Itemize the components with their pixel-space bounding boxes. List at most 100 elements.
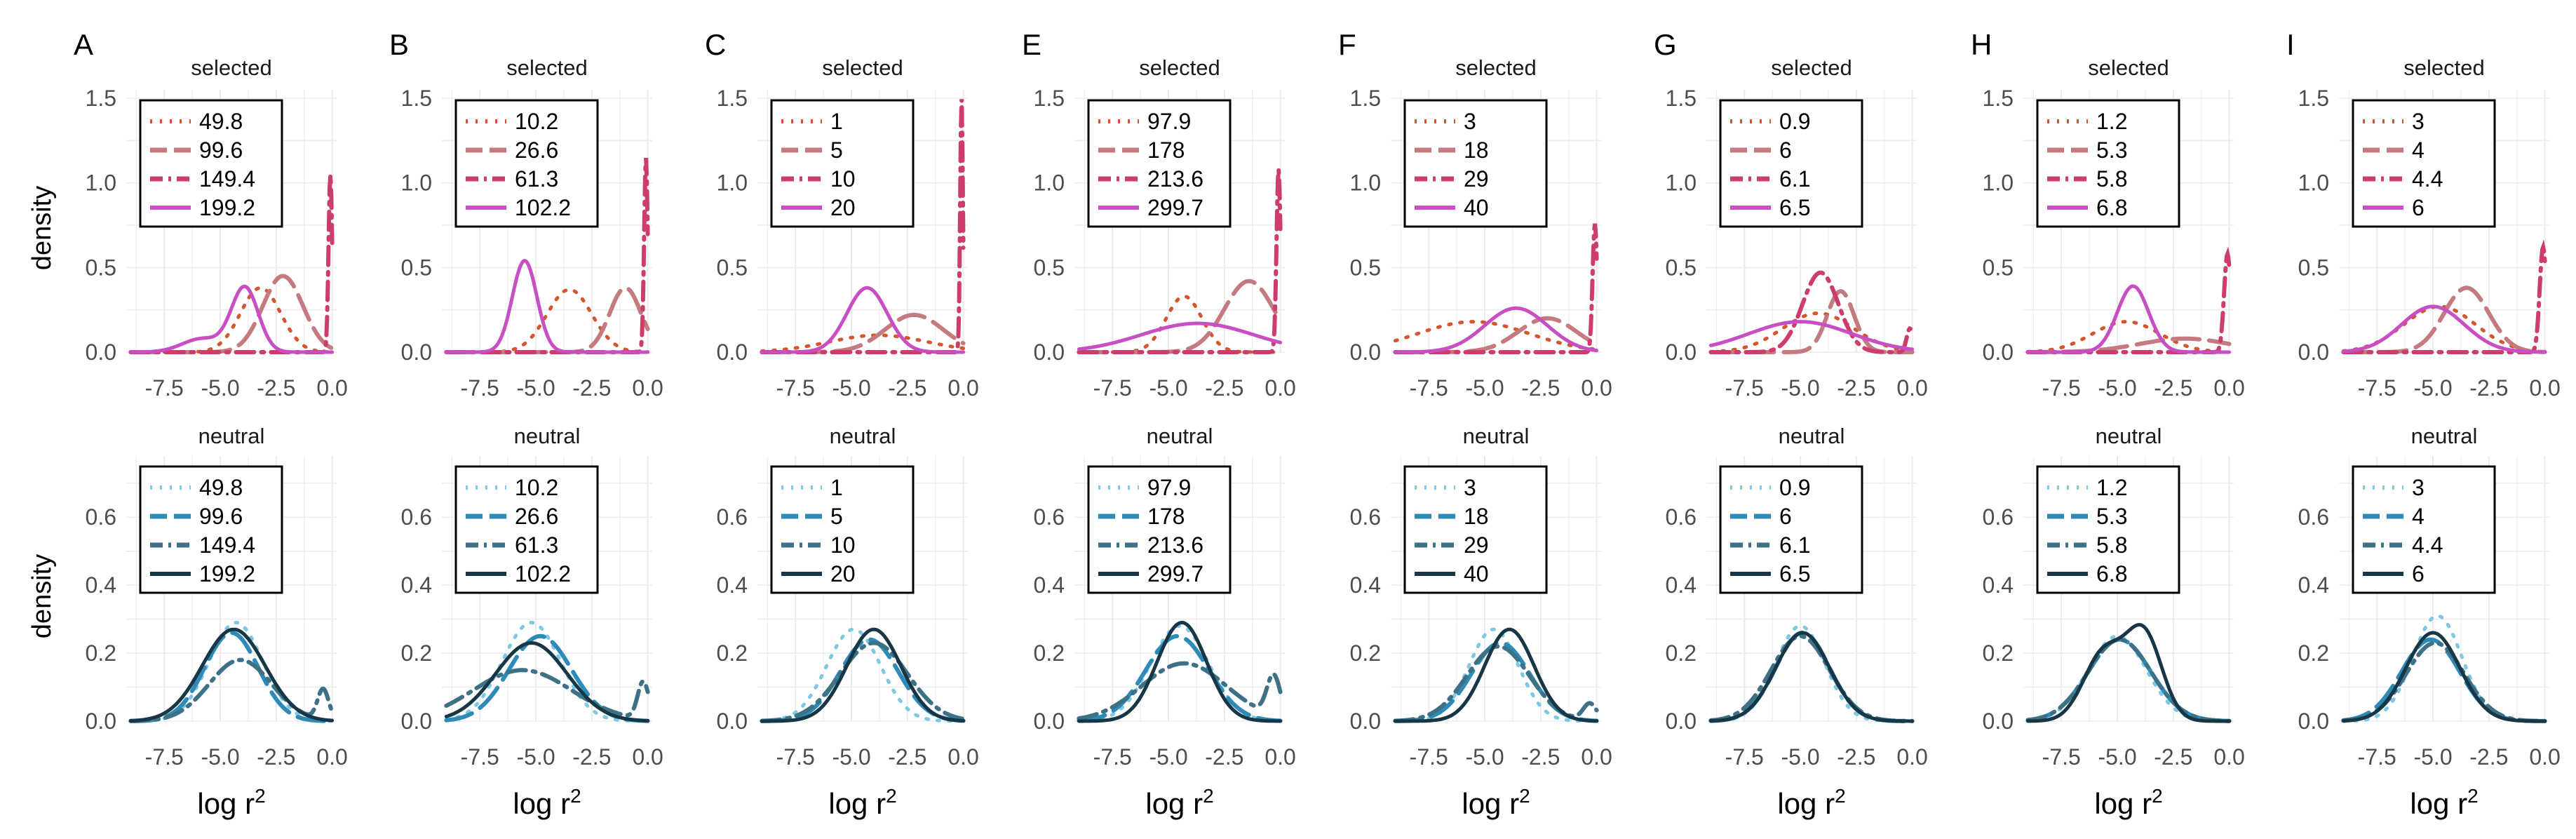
x-tick-label: -5.0 — [516, 744, 555, 770]
y-tick-label: 0.5 — [1034, 255, 1065, 280]
x-axis-title: log r2 — [2410, 785, 2478, 820]
density-curve-selected-2 — [1393, 316, 1599, 354]
x-tick-label: -7.5 — [461, 744, 499, 770]
x-tick-label: -7.5 — [776, 744, 815, 770]
legend-label: 0.9 — [1779, 475, 1810, 500]
x-tick-label: -7.5 — [2358, 744, 2396, 770]
y-tick-label: 0.4 — [717, 572, 748, 598]
density-curve-neutral-2 — [1077, 633, 1283, 723]
strip-title: neutral — [2411, 424, 2478, 448]
x-tick-label: -7.5 — [1725, 375, 1764, 401]
x-tick-label: -2.5 — [257, 375, 295, 401]
legend-label: 18 — [1464, 504, 1489, 529]
y-tick-label: 1.0 — [717, 170, 748, 196]
x-tick-label: -7.5 — [1093, 744, 1132, 770]
x-axis-title: log r2 — [2094, 785, 2162, 820]
x-tick-label: -5.0 — [201, 744, 239, 770]
density-curve-selected-2 — [128, 274, 335, 354]
legend-label: 1 — [830, 109, 843, 134]
x-tick-label: 0.0 — [632, 744, 663, 770]
legend-label: 10 — [830, 532, 856, 558]
y-tick-label: 0.0 — [1034, 709, 1065, 734]
density-curve-neutral-4 — [1077, 621, 1283, 723]
density-curve-selected-2 — [2341, 286, 2547, 354]
x-tick-label: 0.0 — [1265, 375, 1295, 401]
legend-box — [454, 465, 599, 594]
legend-label: 5 — [830, 504, 843, 529]
x-axis-title-superscript: 2 — [886, 785, 897, 807]
y-tick-label: 1.5 — [2298, 86, 2329, 111]
neutral-subplot: neutral 0.0 0.2 0.4 0.6 -7.5 -5.0 -2.5 0.0 1.2 5.3… — [1983, 424, 2245, 820]
x-axis-title: log r2 — [513, 785, 581, 820]
density-curve-selected-3 — [2341, 239, 2547, 354]
x-tick-label: -5.0 — [2098, 375, 2136, 401]
legend-label: 6 — [2412, 195, 2425, 220]
x-tick-label: 0.0 — [2529, 744, 2560, 770]
legend-label: 102.2 — [515, 561, 571, 586]
y-tick-label: 1.0 — [2298, 170, 2329, 196]
x-axis-title-superscript: 2 — [2152, 785, 2163, 807]
density-curve-neutral-3 — [1708, 633, 1915, 723]
density-curve-neutral-4 — [444, 640, 650, 723]
density-curve-selected-4 — [444, 259, 650, 354]
strip-title: selected — [191, 55, 271, 80]
x-tick-label: -5.0 — [516, 375, 555, 401]
x-tick-label: -7.5 — [776, 375, 815, 401]
legend-label: 4.4 — [2412, 532, 2443, 558]
legend-label: 6.5 — [1779, 195, 1810, 220]
x-axis-title-superscript: 2 — [255, 785, 266, 807]
x-tick-label: 0.0 — [948, 744, 978, 770]
density-curve-neutral-3 — [760, 640, 966, 723]
panel-letter: G — [1654, 28, 1677, 61]
x-tick-label: -2.5 — [572, 375, 611, 401]
legend-label: 6 — [2412, 561, 2425, 586]
panel-letter: A — [74, 28, 93, 61]
x-tick-label: -2.5 — [1205, 744, 1243, 770]
y-tick-label: 0.6 — [1350, 504, 1381, 530]
panel-letter: I — [2286, 28, 2295, 61]
y-tick-label: 0.6 — [1034, 504, 1065, 530]
selected-subplot: selected 0.0 0.5 1.0 1.5 -7.5 -5.0 -2.5 0.0 49.8 9… — [86, 55, 348, 401]
panel-letter: B — [389, 28, 409, 61]
strip-title: selected — [1139, 55, 1220, 80]
strip-title: neutral — [2096, 424, 2162, 448]
x-axis-title: log r2 — [1777, 785, 1845, 820]
selected-subplot: selected 0.0 0.5 1.0 1.5 -7.5 -5.0 -2.5 0.0 3 18 29… — [1350, 55, 1612, 401]
panel-letter: F — [1338, 28, 1356, 61]
y-tick-label: 0.0 — [1350, 709, 1381, 734]
y-tick-label: 1.0 — [86, 170, 116, 196]
density-curve-selected-1 — [1708, 311, 1915, 354]
x-tick-label: 0.0 — [948, 375, 978, 401]
x-tick-label: -2.5 — [2154, 375, 2192, 401]
density-curve-selected-4 — [1708, 320, 1915, 351]
x-tick-label: 0.0 — [1265, 744, 1295, 770]
y-tick-label: 1.5 — [1034, 86, 1065, 111]
x-tick-label: -2.5 — [2469, 375, 2508, 401]
x-axis-title-base: log r — [1145, 787, 1203, 820]
legend-label: 149.4 — [199, 166, 255, 192]
legend-label: 97.9 — [1147, 109, 1191, 134]
y-tick-label: 0.0 — [1666, 340, 1697, 365]
y-tick-label: 1.0 — [1983, 170, 2014, 196]
y-tick-label: 0.2 — [1034, 640, 1065, 666]
legend-label: 4 — [2412, 504, 2425, 529]
panel-letter: E — [1022, 28, 1041, 61]
y-tick-label: 1.0 — [1666, 170, 1697, 196]
x-axis-title: log r2 — [1462, 785, 1530, 820]
strip-title: neutral — [1463, 424, 1530, 448]
density-curve-selected-4 — [1393, 306, 1599, 354]
y-tick-label: 0.0 — [1983, 709, 2014, 734]
y-tick-label: 0.5 — [1983, 255, 2014, 280]
legend-label: 99.6 — [199, 504, 243, 529]
legend-label: 99.6 — [199, 137, 243, 163]
density-curve-selected-3 — [1393, 223, 1599, 354]
x-axis-title: log r2 — [1145, 785, 1213, 820]
density-curve-neutral-3 — [444, 668, 650, 718]
legend-label: 61.3 — [515, 532, 558, 558]
y-tick-label: 0.0 — [401, 340, 432, 365]
legend-label: 199.2 — [199, 195, 255, 220]
